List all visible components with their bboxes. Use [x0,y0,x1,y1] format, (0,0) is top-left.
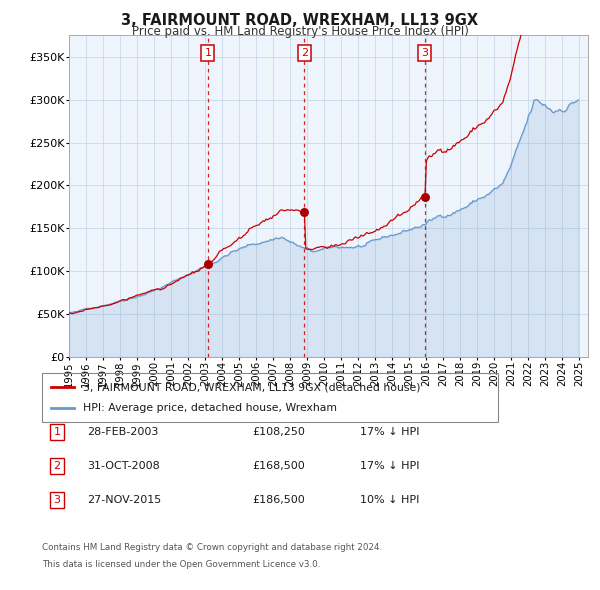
Text: 27-NOV-2015: 27-NOV-2015 [87,496,161,505]
Text: 3: 3 [421,48,428,58]
Text: 3: 3 [53,496,61,505]
Text: This data is licensed under the Open Government Licence v3.0.: This data is licensed under the Open Gov… [42,560,320,569]
Text: 17% ↓ HPI: 17% ↓ HPI [360,427,419,437]
Text: 1: 1 [205,48,211,58]
Text: £108,250: £108,250 [252,427,305,437]
Text: 28-FEB-2003: 28-FEB-2003 [87,427,158,437]
Text: HPI: Average price, detached house, Wrexham: HPI: Average price, detached house, Wrex… [83,404,337,414]
Text: 2: 2 [53,461,61,471]
Text: 2: 2 [301,48,308,58]
Text: 3, FAIRMOUNT ROAD, WREXHAM, LL13 9GX: 3, FAIRMOUNT ROAD, WREXHAM, LL13 9GX [121,13,479,28]
Text: £186,500: £186,500 [252,496,305,505]
Text: 17% ↓ HPI: 17% ↓ HPI [360,461,419,471]
Text: £168,500: £168,500 [252,461,305,471]
Text: Contains HM Land Registry data © Crown copyright and database right 2024.: Contains HM Land Registry data © Crown c… [42,543,382,552]
Text: 10% ↓ HPI: 10% ↓ HPI [360,496,419,505]
Text: 31-OCT-2008: 31-OCT-2008 [87,461,160,471]
Text: 3, FAIRMOUNT ROAD, WREXHAM, LL13 9GX (detached house): 3, FAIRMOUNT ROAD, WREXHAM, LL13 9GX (de… [83,382,421,392]
Text: Price paid vs. HM Land Registry's House Price Index (HPI): Price paid vs. HM Land Registry's House … [131,25,469,38]
Text: 1: 1 [53,427,61,437]
